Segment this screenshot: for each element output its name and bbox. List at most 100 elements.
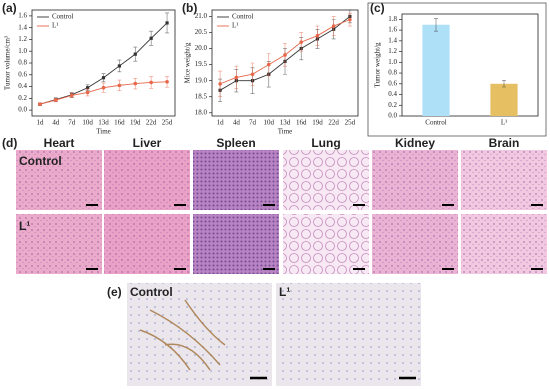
y-tick-label: 0.6 [388, 79, 397, 87]
plot-frame [211, 9, 359, 117]
tissue-texture [193, 214, 279, 274]
marker [331, 24, 336, 28]
x-tick-label: 4d [233, 119, 241, 127]
x-tick-label: 25d [345, 119, 356, 127]
y-tick-label: 0.4 [18, 82, 27, 90]
legend-label: Control [52, 13, 73, 21]
y-tick-label: 0.2 [388, 101, 397, 109]
column-label: Kidney [395, 136, 435, 150]
x-tick-label: Control [425, 119, 446, 127]
row-label: L¹ [19, 219, 30, 233]
plot-frame [401, 13, 539, 117]
y-tick-label: 1.4 [18, 23, 27, 31]
histology-panel: (d) Heart Liver Spleen Lung Kidney Brain Contro… [2, 136, 547, 386]
x-tick-label: 7d [68, 119, 76, 127]
tissue-texture [461, 150, 547, 210]
marker [117, 64, 121, 68]
marker [69, 93, 74, 98]
y-tick-label: 20.5 [195, 28, 208, 36]
x-tick-label: 19d [312, 119, 323, 127]
y-tick-label: 1.6 [18, 11, 27, 19]
tissue-texture [461, 214, 547, 274]
y-tick-label: 1.2 [18, 35, 27, 43]
x-tick-label: 16d [114, 119, 125, 127]
ihc-texture [276, 283, 421, 386]
x-tick-label: 25d [162, 119, 173, 127]
x-axis-label: Time [278, 128, 293, 136]
tissue-texture [372, 214, 458, 274]
y-tick-label: 1.6 [388, 26, 397, 34]
row-label: Control [19, 154, 62, 168]
panel-label: (b) [182, 1, 197, 15]
x-axis-label: Time [96, 128, 111, 136]
y-axis-label: Tumor volume/cm³ [4, 36, 12, 90]
x-tick-label: 1d [217, 119, 225, 127]
ihc-label: L¹ [279, 285, 290, 299]
x-tick-label: 13d [280, 119, 291, 127]
column-label: Lung [311, 136, 340, 150]
marker [101, 85, 106, 90]
y-axis-label: Tumor weight/g [374, 42, 382, 88]
legend-label: Control [232, 13, 253, 21]
y-axis-label: Mice weight/g [184, 42, 192, 83]
marker [266, 62, 271, 67]
x-tick-label: L¹ [501, 119, 507, 127]
x-tick-label: 13d [98, 119, 109, 127]
x-tick-label: 22d [328, 119, 339, 127]
y-tick-label: 0.8 [18, 59, 27, 67]
tissue-texture [283, 214, 369, 274]
y-tick-label: 0.0 [388, 112, 397, 120]
x-tick-label: 10d [82, 119, 93, 127]
y-tick-label: 19.0 [195, 76, 208, 84]
marker [54, 98, 58, 102]
column-label: Heart [44, 136, 75, 150]
marker [283, 53, 287, 57]
marker [85, 90, 90, 95]
tissue-texture [104, 214, 190, 274]
y-tick-label: 21.0 [195, 12, 208, 20]
y-tick-label: 18.5 [195, 92, 208, 100]
marker [165, 21, 169, 25]
x-tick-label: 19d [130, 119, 141, 127]
marker [218, 82, 222, 86]
marker [299, 40, 304, 44]
panel-label: (c) [370, 1, 385, 15]
marker [149, 80, 153, 85]
x-tick-label: 22d [146, 119, 157, 127]
y-tick-label: 1.2 [388, 47, 397, 55]
x-tick-label: 10d [264, 119, 275, 127]
column-label: Spleen [216, 136, 255, 150]
error-bar [502, 80, 506, 88]
y-tick-label: 0.2 [18, 94, 27, 102]
marker [38, 102, 42, 107]
legend-label: L¹ [232, 22, 238, 30]
marker [101, 76, 106, 80]
tissue-texture [16, 214, 102, 274]
y-tick-label: 0.6 [18, 70, 27, 78]
marker [149, 36, 153, 40]
tissue-texture [372, 150, 458, 210]
y-tick-label: 18.0 [195, 108, 208, 116]
error-bar [434, 17, 438, 32]
panel-label: (e) [107, 285, 122, 299]
legend-label: L¹ [52, 22, 58, 30]
y-tick-label: 1.4 [388, 36, 397, 44]
ihc-stain [139, 299, 226, 371]
bar [422, 24, 450, 117]
marker [133, 81, 138, 86]
marker [250, 72, 255, 77]
marker [117, 83, 122, 88]
tissue-texture [104, 150, 190, 210]
marker [133, 52, 137, 56]
tissue-texture [16, 150, 102, 210]
column-label: Brain [489, 136, 520, 150]
y-tick-label: 20.0 [195, 44, 208, 52]
marker [86, 86, 90, 90]
y-tick-label: 0.4 [388, 90, 397, 98]
x-tick-label: 16d [296, 119, 307, 127]
y-tick-label: 19.5 [195, 60, 208, 68]
marker [165, 80, 169, 84]
marker [234, 75, 239, 80]
